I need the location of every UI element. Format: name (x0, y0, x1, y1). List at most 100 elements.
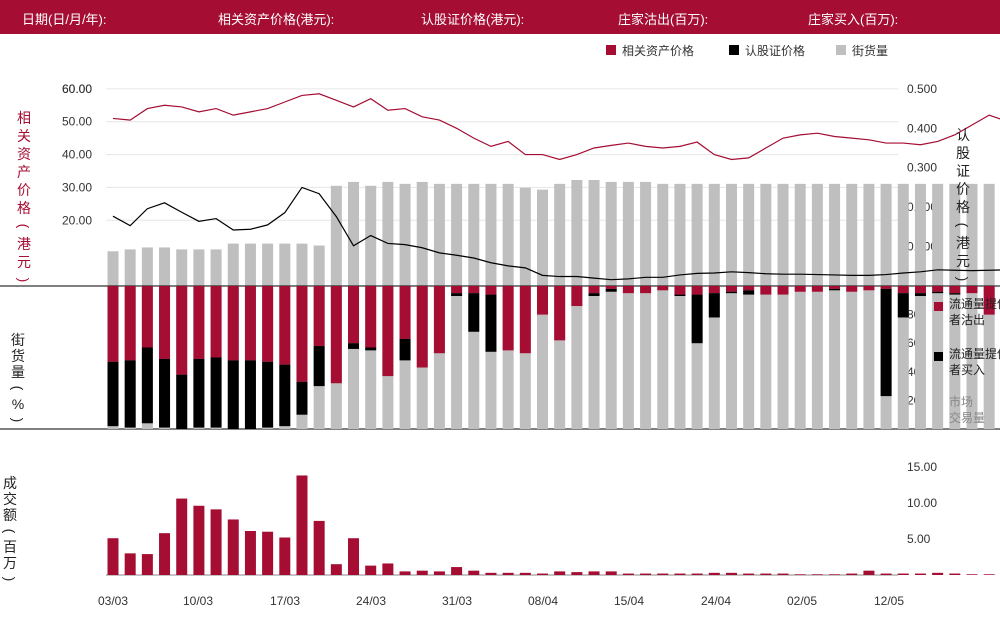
legend-label: 认股证价格 (745, 43, 805, 58)
market-volume-bar (433, 286, 445, 429)
mm-sell-bar (622, 286, 634, 294)
market-volume-bar (622, 286, 634, 429)
market-volume-bar (725, 286, 737, 429)
market-volume-bar (348, 286, 360, 429)
x-tick-label: 15/04 (614, 594, 644, 608)
market-volume-bar (708, 286, 720, 429)
y-tick-left: 20.00 (62, 213, 92, 227)
mm-buy-bar (279, 364, 291, 427)
header-underlying-price-field: 相关资产价格(港元): (218, 12, 335, 27)
mm-buy-bar (949, 293, 961, 295)
legend-swatch (836, 45, 846, 55)
turnover-bar (846, 573, 858, 575)
street-volume-bar (863, 183, 875, 286)
y-axis-label-volume: 量 (11, 364, 25, 380)
mm-sell-bar (846, 286, 858, 292)
market-volume-bar (829, 286, 841, 429)
turnover-bar (433, 571, 445, 575)
mm-buy-bar (296, 381, 308, 415)
x-tick-label: 10/03 (183, 594, 213, 608)
x-tick-label: 08/04 (528, 594, 558, 608)
y-axis-label-right: ) (955, 277, 971, 282)
mm-sell-bar (141, 286, 153, 348)
market-volume-bar (502, 286, 514, 429)
street-volume-bar (313, 245, 325, 286)
mm-buy-bar (399, 338, 411, 361)
turnover-bar (502, 572, 514, 575)
mm-buy-bar (210, 357, 222, 428)
turnover-bar (914, 573, 926, 575)
mm-sell-bar (983, 286, 995, 315)
turnover-bar (176, 498, 188, 575)
turnover-bar (348, 538, 360, 575)
street-volume-bar (640, 181, 652, 286)
street-volume-bar (468, 183, 480, 286)
mm-sell-bar (743, 286, 755, 291)
turnover-bar (605, 571, 617, 575)
street-volume-bar (605, 181, 617, 286)
market-volume-bar (674, 286, 686, 429)
turnover-bar (451, 567, 463, 575)
y-axis-label-right: 证 (956, 163, 970, 179)
street-volume-bar (554, 183, 566, 286)
legend-swatch (729, 45, 739, 55)
mm-sell-bar (829, 286, 841, 289)
market-volume-bar (777, 286, 789, 429)
underlying-price-line (112, 93, 1000, 161)
header-mm-sell-field: 庄家沽出(百万): (618, 12, 709, 27)
mm-sell-bar (811, 286, 823, 292)
market-volume-bar (983, 286, 995, 429)
y-tick-turnover: 5.00 (907, 532, 931, 546)
turnover-bar (227, 519, 239, 575)
y-axis-label-left: 相 (17, 110, 31, 126)
street-volume-bar (691, 183, 703, 286)
y-tick-turnover: 15.00 (907, 460, 937, 474)
turnover-bar (760, 573, 772, 575)
y-axis-label-turnover: 百 (3, 539, 17, 555)
turnover-bar (932, 572, 944, 575)
mm-sell-bar (313, 286, 325, 347)
mm-buy-bar (244, 360, 256, 429)
y-axis-label-right: 格 (956, 199, 970, 215)
mm-buy-bar (451, 293, 463, 297)
mm-buy-bar (348, 343, 360, 349)
y-tick-right: 0.500 (907, 82, 937, 96)
mm-sell-bar (451, 286, 463, 294)
mm-sell-bar (691, 286, 703, 295)
mm-sell-bar (966, 286, 978, 294)
street-volume-bar (279, 243, 291, 286)
street-volume-bar (743, 183, 755, 286)
y-axis-label-left: 港 (17, 236, 31, 252)
market-volume-bar (451, 286, 463, 429)
mm-buy-bar (588, 293, 600, 297)
turnover-bar (124, 553, 136, 575)
mm-sell-bar (708, 286, 720, 294)
y-axis-label-turnover: 额 (3, 507, 17, 523)
mm-sell-bar (657, 286, 669, 291)
x-tick-label: 31/03 (442, 594, 472, 608)
mm-buy-bar (691, 294, 703, 344)
legend-swatch (606, 45, 616, 55)
street-volume-bar (382, 181, 394, 286)
market-volume-bar (640, 286, 652, 429)
x-tick-label: 12/05 (874, 594, 904, 608)
mm-sell-bar (485, 286, 497, 295)
mm-sell-bar (262, 286, 274, 362)
street-volume-bar (348, 181, 360, 286)
turnover-bar (983, 574, 995, 575)
street-volume-bar (485, 183, 497, 286)
y-axis-label-volume: 货 (11, 348, 25, 364)
turnover-bar (262, 531, 274, 575)
turnover-bar (193, 505, 205, 575)
mm-sell-bar (932, 286, 944, 292)
turnover-bar (296, 475, 308, 575)
y-axis-label-turnover: 交 (3, 491, 17, 507)
mm-sell-bar (176, 286, 188, 375)
mm-buy-bar (829, 288, 841, 291)
street-volume-bar (107, 251, 119, 286)
turnover-bar (949, 573, 961, 575)
mm-sell-bar (674, 286, 686, 295)
street-volume-bar (262, 243, 274, 286)
street-volume-bar (811, 183, 823, 286)
mm-buy-bar (932, 291, 944, 294)
